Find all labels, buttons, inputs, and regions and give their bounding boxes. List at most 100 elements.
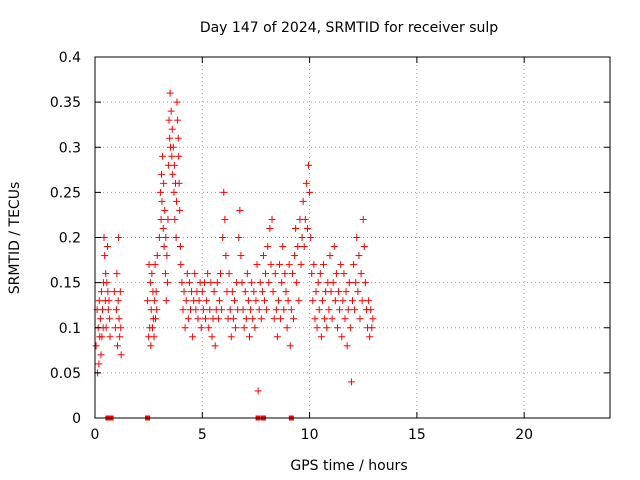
data-point [115,315,123,323]
data-point [307,234,315,241]
grid-lines [95,57,610,418]
data-point [115,234,123,241]
data-point [328,315,336,323]
data-point [202,315,210,323]
data-point [266,224,274,232]
data-point [365,297,373,305]
data-point [158,197,166,205]
y-tick-label: 0.25 [50,185,81,201]
data-point [354,288,362,296]
data-point [110,288,118,296]
data-point [325,306,333,314]
data-point [355,252,363,260]
data-point [237,252,245,260]
data-point [332,270,340,278]
data-point [236,206,244,214]
data-point [166,89,174,97]
data-point [244,297,252,305]
data-point [358,297,366,305]
x-tick-label: 10 [301,427,319,443]
data-point [273,333,281,341]
data-point [235,234,243,241]
data-point [170,188,178,196]
data-point [360,243,368,251]
data-point [220,188,228,196]
data-point [263,306,271,314]
data-point [219,234,227,241]
data-point [166,134,174,142]
data-point [329,279,337,287]
data-point [338,333,346,341]
data-point [291,252,299,260]
data-point [178,279,186,287]
axis-ticks: 0 5 10 15 20 0 0.05 0.1 0.15 0.2 0.25 0.3 0.35 0.4 [50,50,610,443]
data-point [198,288,206,296]
data-point [105,297,113,305]
data-point [301,215,309,223]
data-point [184,315,192,323]
data-point [106,315,114,323]
data-point [151,297,159,305]
data-point [347,378,355,386]
data-point [357,270,365,278]
data-point [350,261,358,269]
data-point [222,252,230,260]
data-point [147,342,155,350]
data-point [199,306,207,314]
data-point [98,333,106,341]
data-point [103,243,111,251]
data-point [104,306,112,314]
data-point [159,224,167,232]
data-point [256,279,264,287]
data-point [336,306,344,314]
data-point [161,206,169,214]
data-point [168,125,176,133]
data-point [227,333,235,341]
data-point [295,297,303,305]
data-point [213,279,221,287]
data-point [312,288,320,296]
data-point [339,297,347,305]
data-point [159,152,167,160]
data-point [254,387,262,395]
data-point [345,279,353,287]
data-point [320,261,328,269]
data-point [270,315,278,323]
data-point [96,315,104,323]
data-point [114,342,122,350]
data-point [278,279,286,287]
data-point [297,261,305,269]
data-point [112,306,120,314]
data-point [218,306,226,314]
data-point [207,279,215,287]
data-point [171,215,179,223]
data-point [153,306,161,314]
data-point [313,324,321,332]
data-point [323,324,331,332]
data-point [285,261,293,269]
data-point [274,297,282,305]
data-point [246,333,253,341]
data-point [205,324,213,332]
data-point [229,315,237,323]
data-point [160,243,168,251]
data-point [104,288,112,296]
data-point [164,161,172,169]
data-point [95,297,103,305]
data-point [311,315,319,323]
data-point [315,306,323,314]
x-tick-label: 15 [408,427,426,443]
data-point [258,288,266,296]
data-point [174,116,182,124]
data-point [173,197,181,205]
data-point [230,297,238,305]
data-point [214,315,222,323]
y-tick-label: 0.4 [59,50,81,66]
data-point [101,252,109,260]
data-point [238,279,246,287]
chart-title: Day 147 of 2024, SRMTID for receiver sul… [200,20,498,36]
data-point [292,224,300,232]
data-point [97,288,105,296]
data-point [361,279,369,287]
